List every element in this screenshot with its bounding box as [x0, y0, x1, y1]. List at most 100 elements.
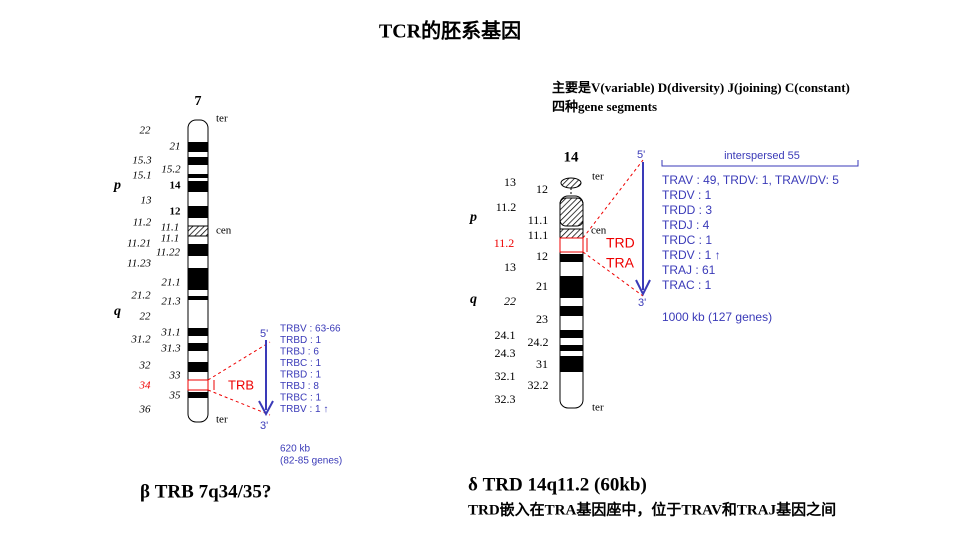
band-label: 24.2 [528, 335, 549, 349]
end-label: ter [592, 402, 604, 414]
caption: β TRB 7q34/35? [140, 481, 271, 502]
arm-label: p [469, 210, 477, 225]
cen-label: cen [591, 225, 607, 237]
gene-count: TRBV : 63-66 [280, 324, 341, 335]
centromere [559, 228, 584, 239]
end-label: 3' [260, 420, 268, 432]
band-label: 32.3 [495, 392, 516, 406]
gene-count: TRBD : 1 [280, 370, 322, 381]
band-label: 11.2 [494, 236, 515, 250]
arrow-head [258, 400, 274, 417]
arm-label: q [470, 292, 477, 307]
band-label: 36 [139, 404, 152, 416]
band-label: 11.21 [127, 238, 151, 250]
band-label: 13 [504, 175, 516, 189]
gene-count: TRBC : 1 [280, 358, 322, 369]
note: 主要是V(variable) D(diversity) J(joining) C… [552, 80, 850, 95]
title: TCR的胚系基因 [379, 19, 521, 43]
gene-count: TRDD : 3 [662, 203, 712, 217]
band-label: 22 [140, 311, 152, 323]
band-label: 11.1 [528, 228, 549, 242]
hatched-band [559, 197, 584, 227]
locus-label: TRB [228, 377, 254, 392]
band-label: 14 [170, 180, 182, 192]
gene-count: TRAV : 49, TRDV: 1, TRAV/DV: 5 [662, 173, 839, 187]
chromosome [559, 195, 584, 409]
gene-count: TRAJ : 61 [662, 263, 716, 277]
locus-box [559, 237, 584, 253]
end-label: 5' [637, 149, 645, 161]
zoom-line [582, 159, 644, 239]
band-label: 21.3 [161, 296, 181, 308]
gene-count: TRBJ : 8 [280, 381, 319, 392]
band-label: 13 [504, 260, 516, 274]
band-label: 11.2 [496, 200, 517, 214]
end-label: 5' [260, 328, 268, 340]
arm-label: p [113, 178, 121, 193]
band-label: 35 [169, 390, 182, 402]
gene-count: TRAC : 1 [662, 278, 712, 292]
gene-count: TRDV : 1 ↑ [662, 248, 721, 262]
band-label: 12 [170, 206, 182, 218]
note: 四种gene segments [552, 99, 657, 114]
band-label: 32.2 [528, 378, 549, 392]
gene-count: TRBV : 1 ↑ [280, 404, 328, 415]
band-label: 11.1 [161, 222, 179, 234]
zoom-line [582, 251, 644, 297]
bands [560, 254, 583, 372]
band-label: 12 [536, 249, 548, 263]
band-label: 11.2 [133, 217, 152, 229]
cen-label: cen [216, 225, 232, 237]
end-label: 3' [638, 297, 646, 309]
band-label: 21 [170, 141, 181, 153]
caption: δ TRD 14q11.2 (60kb) [468, 474, 647, 495]
band-label: 32 [139, 360, 152, 372]
band-label: 21.2 [131, 290, 151, 302]
band-label: 15.1 [132, 170, 151, 182]
band-label: 11.23 [127, 258, 151, 270]
arrow-head [635, 279, 651, 297]
band-label: 24.3 [495, 346, 516, 360]
band-label: 11.22 [156, 247, 180, 259]
band-label: 22 [140, 125, 152, 137]
band-label: 34 [139, 380, 152, 392]
satellite [560, 177, 582, 189]
band-label: 12 [536, 182, 548, 196]
band-label: 21.1 [161, 277, 180, 289]
band-label: 31 [536, 357, 548, 371]
locus-size: 1000 kb (127 genes) [662, 310, 772, 324]
band-label: 11.1 [528, 213, 549, 227]
locus-size: 620 kb [280, 444, 310, 455]
gene-total: (82-85 genes) [280, 456, 342, 467]
end-label: ter [216, 414, 228, 426]
band-label: 15.3 [132, 155, 152, 167]
band-label: 24.1 [495, 328, 516, 342]
arm-label: q [114, 304, 121, 319]
centromere [187, 225, 209, 237]
gene-count: TRDC : 1 [662, 233, 712, 247]
band-label: 22 [504, 294, 516, 308]
gene-count: TRDJ : 4 [662, 218, 710, 232]
zoom-line [207, 389, 271, 416]
bands [188, 142, 208, 398]
locus-label: TRD [606, 235, 635, 251]
gene-count: TRBJ : 6 [280, 347, 319, 358]
zoom-line [207, 341, 271, 381]
locus-box [187, 379, 209, 391]
band-label: 33 [169, 370, 182, 382]
band-label: 32.1 [495, 369, 516, 383]
band-label: 21 [536, 279, 548, 293]
gene-count: TRBD : 1 [280, 335, 322, 346]
band-label: 13 [141, 195, 153, 207]
band-label: 31.3 [160, 343, 181, 355]
band-label: 11.1 [161, 233, 179, 245]
band-label: 31.1 [160, 327, 180, 339]
gene-count: TRBC : 1 [280, 393, 322, 404]
bracket [661, 160, 859, 167]
gene-count: TRDV : 1 [662, 188, 712, 202]
end-label: ter [592, 171, 604, 183]
end-label: ter [216, 113, 228, 125]
locus-label: TRA [606, 255, 635, 271]
interspersed-label: interspersed 55 [724, 150, 800, 162]
chromosome-name: 14 [564, 149, 580, 165]
